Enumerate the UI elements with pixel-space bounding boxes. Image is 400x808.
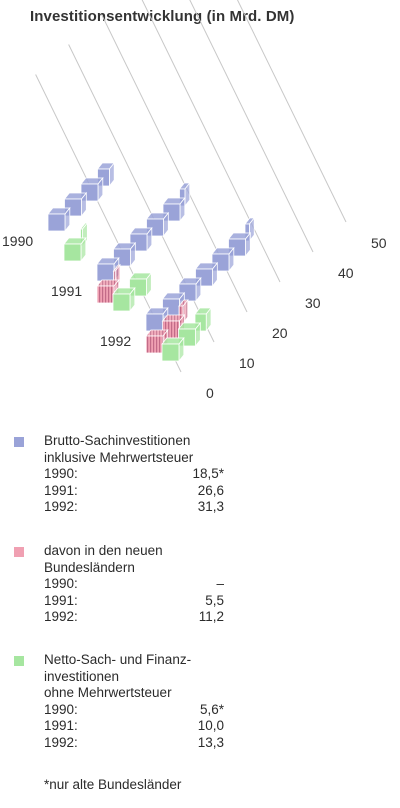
legend-year: 1992: [44,499,78,514]
bar-segment-gross [80,176,104,203]
legend-entry-east: davon in den neuen Bundesländern 1990: – … [14,543,384,626]
legend-swatch-east [14,547,24,557]
grid-line [141,0,281,283]
bar-segment-east [161,313,186,340]
legend-year: 1991: [44,718,78,733]
legend-label: Netto-Sach- und Finanz- investitionen oh… [44,652,192,700]
legend-value: 26,6 [197,482,224,498]
legend-year: 1992: [44,609,78,624]
legend-year: 1990: [44,466,78,481]
legend-value: 18,5* [192,466,224,481]
legend-value: 5,6* [199,701,224,717]
axis-tick-label: 30 [305,295,321,311]
legend-row: 1992: 11,2 [44,609,384,626]
axis-tick-label: 10 [239,355,255,371]
legend-label: Brutto-Sachinvestitionen inklusive Mehrw… [44,433,194,465]
legend-row: 1990: 18,5* [44,466,384,483]
legend-swatch-gross [14,437,24,447]
category-label: 1990 [2,233,33,249]
bar-segment-net [128,271,153,298]
bar-segment-net [63,236,87,263]
category-label: 1991 [51,283,82,299]
grid-line [189,0,314,253]
axis-tick-label: 20 [272,325,288,341]
legend-row: 1990: 5,6* [44,702,384,719]
bar-segment-net [112,286,136,313]
legend-value: – [216,576,224,591]
legend-year: 1990: [44,576,78,591]
bar-segment-gross [129,226,153,253]
axis-tick-label: 40 [338,265,354,281]
legend-year: 1991: [44,482,78,498]
legend-value: 11,2 [198,609,224,624]
legend-value: 13,3 [197,734,224,750]
legend-entry-gross: Brutto-Sachinvestitionen inklusive Mehrw… [14,433,384,516]
footnote: *nur alte Bundesländer [44,777,182,792]
legend-row: 1991: 10,0 [44,718,384,735]
bar-segment-net [161,336,185,363]
legend-value: 5,5 [205,592,224,608]
legend-label: davon in den neuen Bundesländern [44,543,163,575]
legend-row: 1992: 13,3 [44,735,384,752]
legend-year: 1991: [44,592,78,608]
legend-year: 1992: [44,734,78,750]
bar-segment-gross [227,231,252,258]
legend-row: 1990: – [44,576,384,593]
legend-value: 31,3 [197,499,224,514]
legend-row: 1991: 26,6 [44,483,384,500]
axis-tick-label: 0 [206,385,214,401]
category-label: 1992 [100,333,131,349]
axis-tick-label: 50 [371,235,387,251]
grid-line [236,0,347,223]
bar-segment-gross [96,161,116,188]
bar-segment-gross [47,206,71,233]
legend-value: 10,0 [197,718,224,733]
legend-entry-net: Netto-Sach- und Finanz- investitionen oh… [14,652,384,751]
chart-title: Investitionsentwicklung (in Mrd. DM) [30,8,295,25]
legend-swatch-net [14,656,24,666]
bar-segment-gross [178,181,191,208]
legend-year: 1990: [44,701,78,717]
bar-segment-gross [145,211,170,238]
isometric-bar-chart: 0 10 20 30 40 50 1990 1991 1992 [2,0,387,401]
legend-row: 1992: 31,3 [44,499,384,516]
legend-row: 1991: 5,5 [44,593,384,610]
